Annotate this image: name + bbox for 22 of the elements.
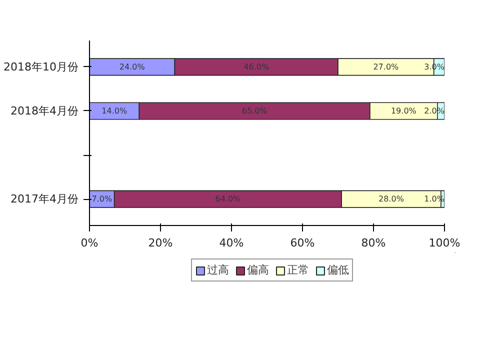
data-label: 19.0% bbox=[390, 106, 417, 116]
data-label: 64.0% bbox=[215, 194, 242, 204]
data-label: 7.0% bbox=[92, 194, 112, 204]
y-tick-label: 2017年4月份 bbox=[10, 192, 79, 206]
data-label: 46.0% bbox=[244, 62, 270, 72]
data-label: 65.0% bbox=[242, 106, 268, 116]
y-tick-label: 2018年4月份 bbox=[10, 104, 79, 118]
legend-label: 正常 bbox=[287, 262, 309, 278]
legend-label: 过高 bbox=[207, 262, 229, 278]
legend-label: 偏高 bbox=[247, 262, 269, 278]
x-tick-label: 20% bbox=[148, 236, 173, 250]
data-label: 14.0% bbox=[102, 106, 128, 116]
x-tick-label: 40% bbox=[219, 236, 244, 250]
x-tick-label: 100% bbox=[428, 236, 460, 250]
x-tick-label: 0% bbox=[80, 236, 98, 250]
y-tick-label: 2018年10月份 bbox=[4, 60, 79, 74]
data-label: 27.0% bbox=[373, 62, 400, 72]
x-tick-label: 80% bbox=[361, 236, 386, 250]
x-tick-label: 60% bbox=[290, 236, 315, 250]
data-label: 24.0% bbox=[119, 62, 146, 72]
legend-label: 偏低 bbox=[327, 262, 349, 278]
data-label: 28.0% bbox=[378, 194, 404, 204]
